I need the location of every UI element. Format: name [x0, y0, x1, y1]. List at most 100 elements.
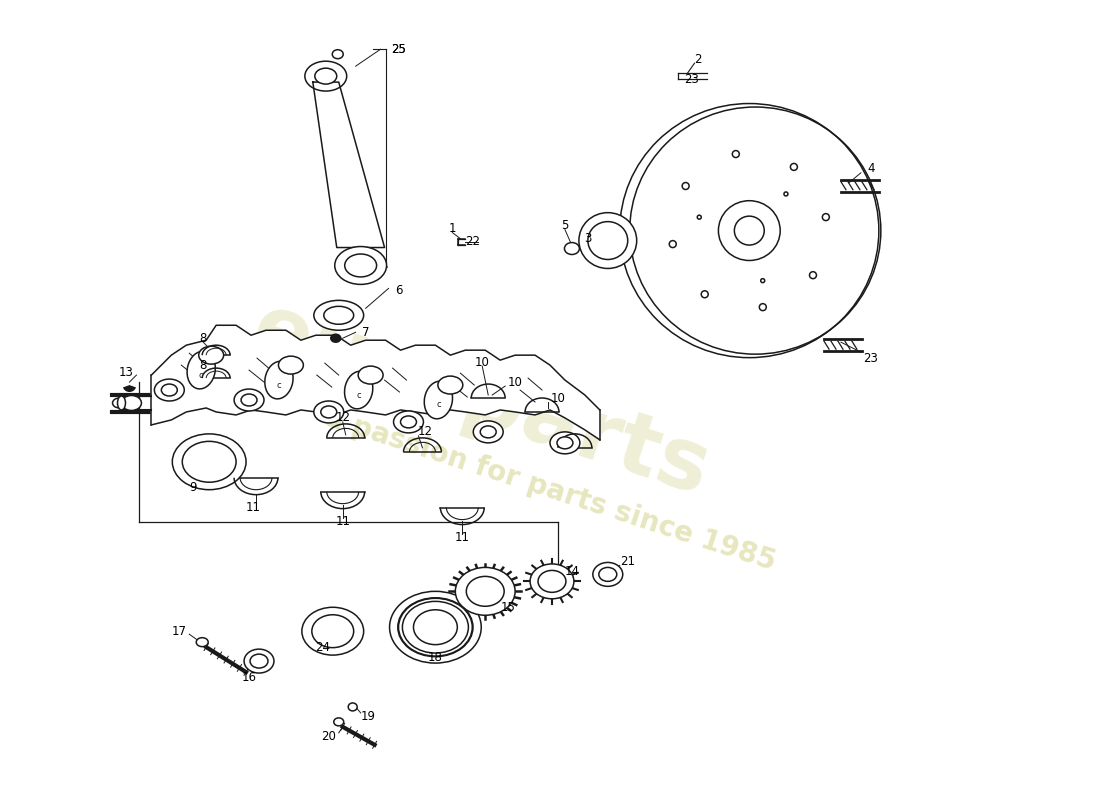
Text: c: c [276, 381, 282, 390]
Ellipse shape [579, 213, 637, 269]
Ellipse shape [121, 395, 142, 410]
Ellipse shape [199, 346, 223, 364]
Text: 13: 13 [119, 366, 134, 378]
Ellipse shape [733, 150, 739, 158]
Ellipse shape [682, 182, 689, 190]
Ellipse shape [162, 384, 177, 396]
Ellipse shape [323, 306, 354, 324]
Ellipse shape [593, 562, 623, 586]
Ellipse shape [394, 411, 424, 433]
Ellipse shape [481, 426, 496, 438]
Ellipse shape [183, 442, 236, 482]
Text: 4: 4 [867, 162, 875, 175]
Ellipse shape [314, 300, 364, 330]
Ellipse shape [112, 398, 126, 408]
Text: 17: 17 [172, 625, 187, 638]
Ellipse shape [118, 396, 125, 410]
Ellipse shape [331, 334, 341, 342]
Ellipse shape [414, 610, 458, 645]
Ellipse shape [389, 591, 481, 663]
Ellipse shape [234, 389, 264, 411]
Text: 25: 25 [392, 42, 406, 56]
Text: 19: 19 [361, 710, 376, 723]
Ellipse shape [697, 215, 701, 219]
Text: c: c [356, 390, 361, 399]
Ellipse shape [718, 201, 780, 261]
Text: 11: 11 [454, 531, 470, 544]
Ellipse shape [791, 163, 798, 170]
Ellipse shape [344, 254, 376, 277]
Ellipse shape [400, 416, 417, 428]
Text: 15: 15 [500, 601, 516, 614]
Ellipse shape [810, 272, 816, 278]
Ellipse shape [784, 192, 788, 196]
Ellipse shape [669, 241, 676, 247]
Ellipse shape [619, 103, 879, 358]
Ellipse shape [550, 432, 580, 454]
Text: a passion for parts since 1985: a passion for parts since 1985 [321, 403, 779, 576]
Ellipse shape [823, 214, 829, 221]
Text: 7: 7 [362, 326, 370, 338]
Ellipse shape [587, 222, 628, 259]
Ellipse shape [359, 366, 383, 384]
Ellipse shape [759, 304, 767, 310]
Ellipse shape [321, 406, 337, 418]
Text: 11: 11 [336, 515, 350, 528]
Text: 2: 2 [694, 53, 701, 66]
Ellipse shape [244, 649, 274, 673]
Ellipse shape [173, 434, 246, 490]
Text: c: c [199, 370, 204, 379]
Ellipse shape [455, 567, 515, 615]
Ellipse shape [241, 394, 257, 406]
Text: 9: 9 [189, 481, 197, 494]
Ellipse shape [278, 356, 304, 374]
Text: 10: 10 [508, 375, 522, 389]
Text: europarts: europarts [241, 287, 719, 513]
Ellipse shape [265, 362, 293, 399]
Ellipse shape [425, 381, 452, 419]
Ellipse shape [398, 598, 472, 656]
Ellipse shape [250, 654, 268, 668]
Ellipse shape [187, 351, 216, 389]
Polygon shape [312, 82, 385, 247]
Text: 5: 5 [561, 219, 569, 232]
Text: 11: 11 [245, 501, 261, 514]
Ellipse shape [311, 614, 354, 648]
Ellipse shape [466, 576, 504, 606]
Text: 12: 12 [336, 411, 350, 425]
Ellipse shape [538, 570, 565, 592]
Ellipse shape [154, 379, 185, 401]
Ellipse shape [438, 376, 463, 394]
Ellipse shape [344, 371, 373, 409]
Text: 8: 8 [199, 332, 207, 345]
Text: 24: 24 [316, 641, 330, 654]
Text: 18: 18 [428, 650, 443, 664]
Ellipse shape [598, 567, 617, 582]
Ellipse shape [701, 290, 708, 298]
Wedge shape [123, 385, 136, 392]
Ellipse shape [564, 242, 580, 254]
Ellipse shape [530, 564, 574, 599]
Ellipse shape [735, 216, 764, 245]
Ellipse shape [557, 437, 573, 449]
Ellipse shape [473, 421, 503, 443]
Text: 23: 23 [864, 352, 878, 365]
Text: 23: 23 [684, 73, 699, 86]
Ellipse shape [761, 278, 764, 282]
Ellipse shape [315, 68, 337, 84]
Text: 10: 10 [550, 391, 565, 405]
Ellipse shape [334, 246, 386, 285]
Text: 10: 10 [475, 356, 490, 369]
Text: 16: 16 [242, 670, 256, 683]
Text: 3: 3 [584, 232, 592, 245]
Text: 22: 22 [465, 235, 480, 248]
Text: 8: 8 [199, 358, 207, 372]
Ellipse shape [314, 401, 343, 423]
Polygon shape [152, 326, 600, 440]
Text: 20: 20 [321, 730, 337, 743]
Text: c: c [436, 401, 441, 410]
Ellipse shape [349, 703, 358, 711]
Text: 25: 25 [392, 42, 406, 56]
Text: 1: 1 [449, 222, 456, 235]
Ellipse shape [332, 50, 343, 58]
